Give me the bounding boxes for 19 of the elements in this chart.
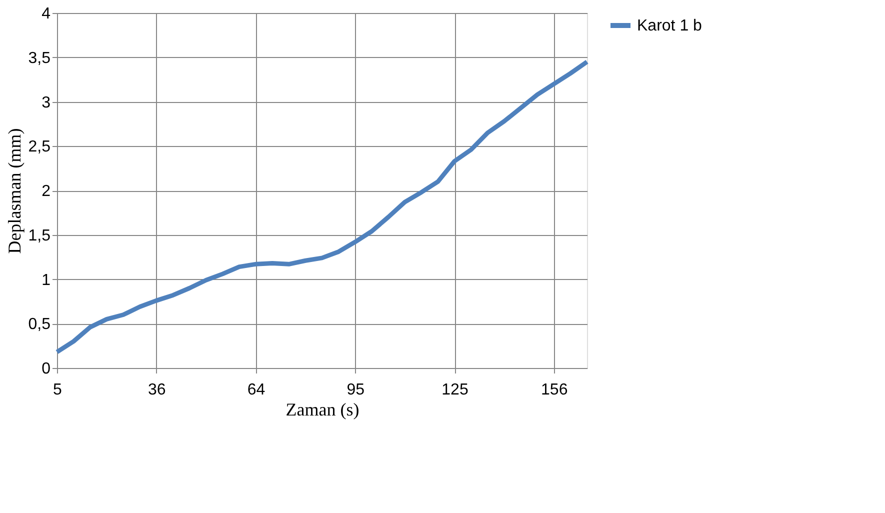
y-tick-label: 3 (42, 94, 51, 112)
x-tick-label: 64 (247, 382, 266, 398)
x-axis-title: Zaman (s) (286, 400, 360, 420)
legend-label: Karot 1 b (637, 18, 702, 34)
y-tick-label: 0 (42, 360, 51, 378)
y-tick-label: 0,5 (28, 316, 51, 334)
y-tick-label: 1 (42, 272, 51, 289)
line-series (54, 60, 590, 354)
y-tick-label: 3,5 (28, 50, 51, 67)
x-tick-label: 156 (541, 382, 568, 398)
y-tick-label: 1,5 (28, 227, 51, 244)
x-tick-label: 36 (148, 382, 166, 398)
x-tick-label: 95 (346, 382, 365, 398)
x-tick-label: 5 (53, 382, 62, 398)
x-tick-label: 125 (442, 382, 468, 398)
y-tick-label: 4 (42, 6, 51, 22)
y-axis-title: Deplasman (mm) (4, 128, 24, 254)
y-tick-label: 2 (42, 183, 51, 200)
y-tick-label: 2,5 (28, 138, 51, 156)
